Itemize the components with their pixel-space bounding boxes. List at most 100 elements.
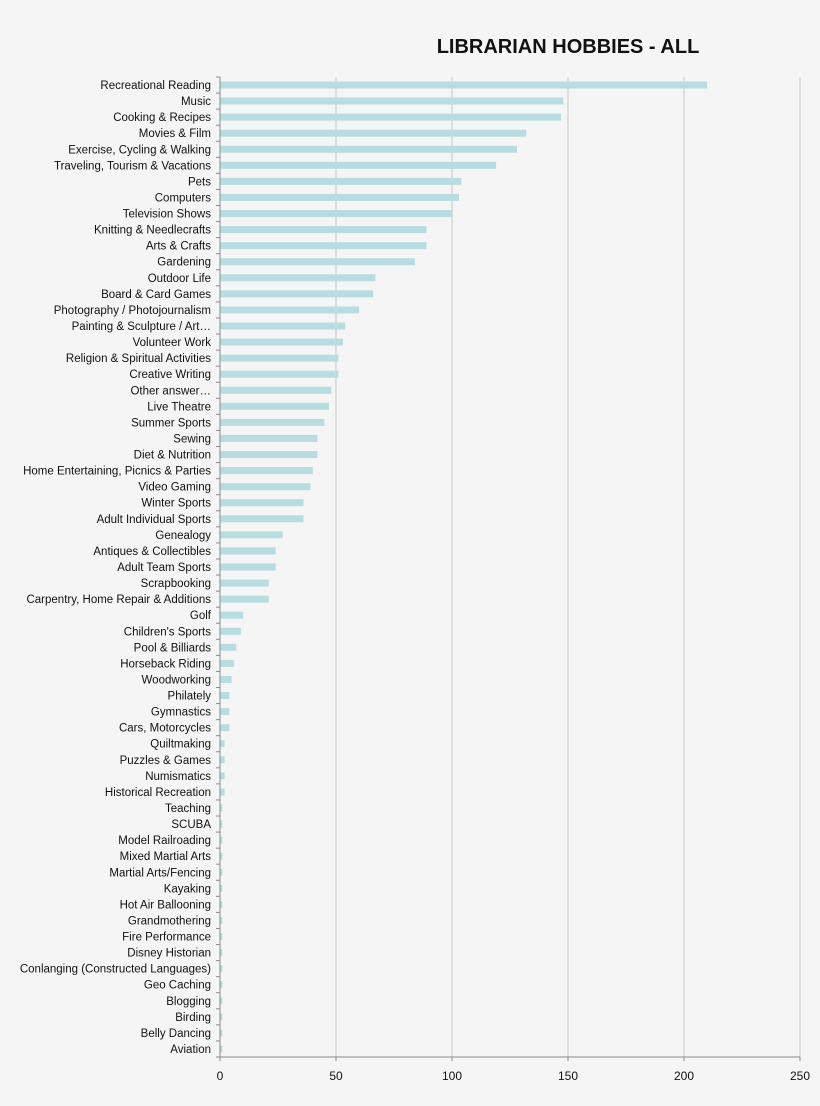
category-label-12: Outdoor Life: [148, 273, 211, 285]
bar-46: [220, 820, 223, 828]
category-label-21: Summer Sports: [131, 417, 211, 429]
category-label-37: Woodworking: [142, 674, 211, 686]
x-tick-label-100: 100: [442, 1069, 462, 1083]
bar-39: [220, 708, 230, 716]
bar-2: [220, 113, 562, 121]
category-label-46: SCUBA: [171, 819, 211, 831]
bar-27: [220, 515, 304, 523]
bar-11: [220, 258, 415, 266]
bar-44: [220, 788, 225, 796]
category-label-52: Grandmothering: [128, 915, 211, 927]
category-label-20: Live Theatre: [147, 401, 211, 413]
category-label-1: Music: [181, 96, 211, 108]
bar-43: [220, 772, 225, 780]
bar-32: [220, 595, 269, 603]
category-label-54: Disney Historian: [127, 948, 211, 960]
bar-12: [220, 274, 376, 282]
bar-51: [220, 900, 223, 908]
category-label-55: Conlanging (Constructed Languages): [20, 964, 211, 976]
category-label-51: Hot Air Ballooning: [120, 899, 211, 911]
bar-24: [220, 467, 313, 475]
bar-10: [220, 242, 427, 250]
x-tick-label-50: 50: [329, 1069, 343, 1083]
bar-17: [220, 354, 339, 362]
category-label-57: Blogging: [166, 996, 211, 1008]
x-tick-label-150: 150: [558, 1069, 578, 1083]
category-label-8: Television Shows: [123, 209, 211, 221]
bar-40: [220, 724, 230, 732]
bar-4: [220, 145, 517, 153]
bar-38: [220, 692, 230, 700]
category-label-7: Computers: [155, 192, 211, 204]
bar-8: [220, 210, 452, 218]
category-label-19: Other answer…: [130, 385, 211, 397]
bar-29: [220, 547, 276, 555]
category-label-36: Horseback Riding: [120, 658, 211, 670]
category-label-4: Exercise, Cycling & Walking: [68, 144, 211, 156]
bar-23: [220, 451, 318, 459]
category-label-53: Fire Performance: [122, 932, 211, 944]
category-label-14: Photography / Photojournalism: [54, 305, 211, 317]
category-label-13: Board & Card Games: [101, 289, 211, 301]
bar-5: [220, 161, 497, 169]
category-label-16: Volunteer Work: [133, 337, 212, 349]
category-label-49: Martial Arts/Fencing: [109, 867, 211, 879]
category-label-5: Traveling, Tourism & Vacations: [54, 160, 211, 172]
category-label-26: Winter Sports: [141, 498, 211, 510]
category-label-25: Video Gaming: [138, 482, 211, 494]
category-label-10: Arts & Crafts: [146, 241, 211, 253]
bar-37: [220, 675, 232, 683]
bar-60: [220, 1045, 223, 1053]
category-label-0: Recreational Reading: [100, 80, 211, 92]
bar-47: [220, 836, 223, 844]
category-label-23: Diet & Nutrition: [134, 450, 211, 462]
bar-41: [220, 740, 225, 748]
bar-33: [220, 611, 244, 619]
bar-0: [220, 81, 708, 89]
category-label-22: Sewing: [173, 433, 211, 445]
bar-19: [220, 386, 332, 394]
bar-48: [220, 852, 223, 860]
category-label-28: Genealogy: [155, 530, 211, 542]
chart-title: LIBRARIAN HOBBIES - ALL: [436, 36, 700, 58]
bar-50: [220, 884, 223, 892]
category-label-35: Pool & Billiards: [134, 642, 212, 654]
bar-36: [220, 659, 234, 667]
bar-3: [220, 129, 527, 137]
bar-15: [220, 322, 346, 330]
bar-16: [220, 338, 343, 346]
bar-1: [220, 97, 564, 105]
category-label-31: Scrapbooking: [141, 578, 211, 590]
bar-56: [220, 981, 223, 989]
category-label-2: Cooking & Recipes: [113, 112, 211, 124]
category-label-11: Gardening: [157, 257, 211, 269]
bar-34: [220, 627, 241, 635]
bar-28: [220, 531, 283, 539]
x-tick-label-200: 200: [674, 1069, 694, 1083]
bar-7: [220, 193, 459, 201]
category-label-3: Movies & Film: [139, 128, 211, 140]
bar-55: [220, 965, 223, 973]
bar-35: [220, 643, 237, 651]
bar-59: [220, 1029, 223, 1037]
category-label-50: Kayaking: [164, 883, 211, 895]
category-label-9: Knitting & Needlecrafts: [94, 225, 211, 237]
category-label-58: Birding: [175, 1012, 211, 1024]
bar-58: [220, 1013, 223, 1021]
category-label-34: Children's Sports: [124, 626, 211, 638]
category-label-18: Creative Writing: [129, 369, 211, 381]
bar-49: [220, 868, 223, 876]
bar-21: [220, 418, 325, 426]
category-label-33: Golf: [190, 610, 212, 622]
category-label-38: Philately: [168, 691, 212, 703]
category-label-39: Gymnastics: [151, 707, 211, 719]
bar-57: [220, 997, 223, 1005]
category-label-27: Adult Individual Sports: [97, 514, 212, 526]
bar-18: [220, 370, 339, 378]
bar-14: [220, 306, 360, 314]
bar-52: [220, 916, 223, 924]
bar-31: [220, 579, 269, 587]
category-label-29: Antiques & Collectibles: [93, 546, 211, 558]
bar-54: [220, 949, 223, 957]
category-label-24: Home Entertaining, Picnics & Parties: [23, 466, 211, 478]
